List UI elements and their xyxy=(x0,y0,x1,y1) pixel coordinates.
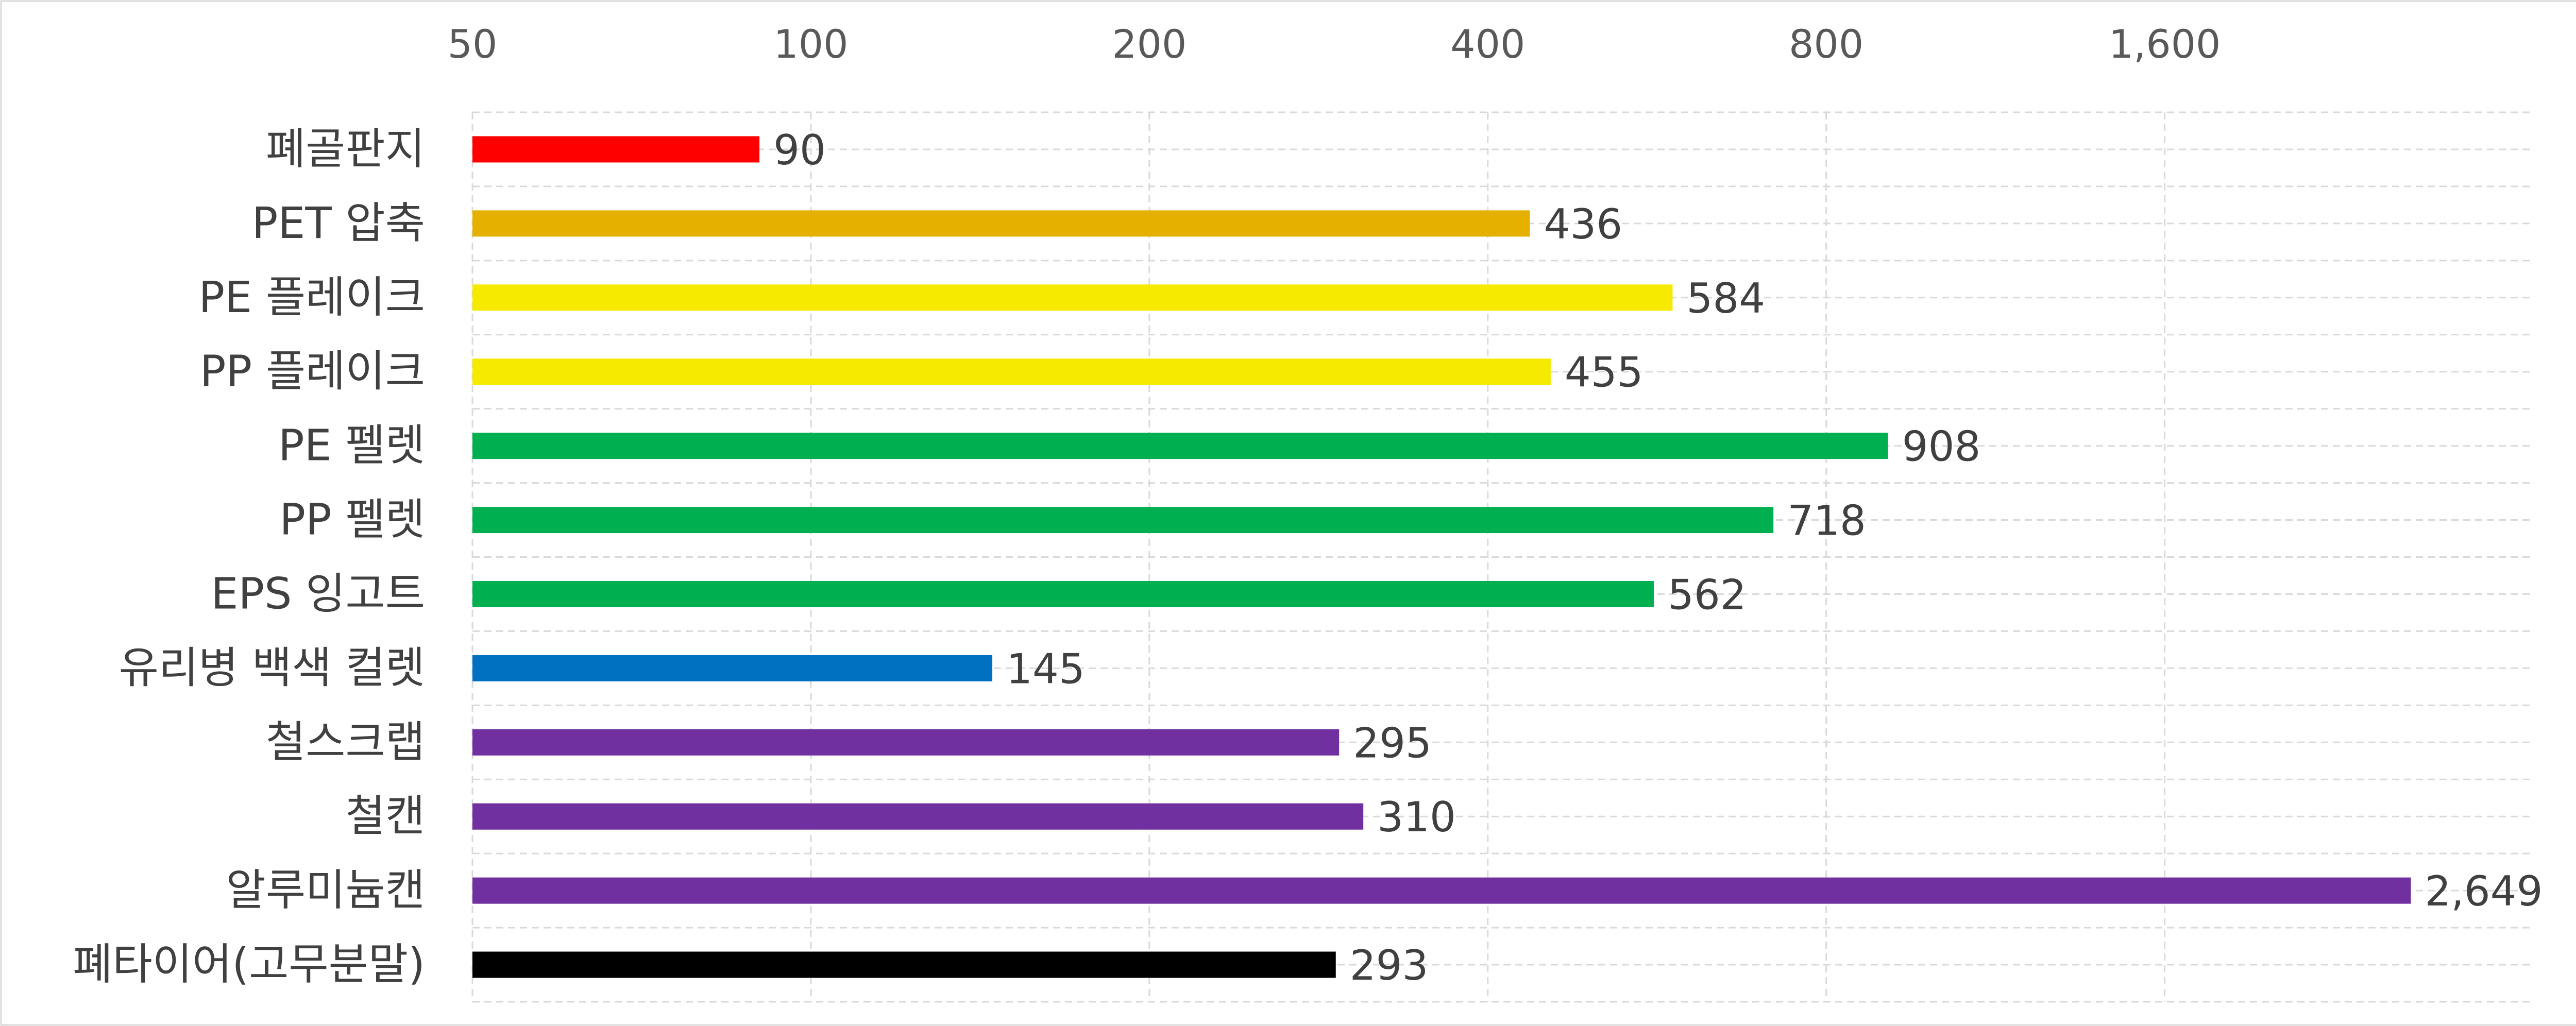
category-label: 철스크랩 xyxy=(266,716,425,767)
data-label: 908 xyxy=(1902,423,1981,471)
grid-lines xyxy=(471,111,2533,1003)
data-label: 562 xyxy=(1668,571,1747,619)
bar xyxy=(472,507,1774,534)
data-label: 455 xyxy=(1565,349,1643,397)
category-labels: 폐골판지 PET 압축 PE 플레이크 PP 플레이크 PE 펠렛 PP 펠렛 EPS 잉고… xyxy=(73,124,425,989)
data-label: 295 xyxy=(1353,719,1432,767)
category-label: 철캔 xyxy=(345,791,425,841)
bar xyxy=(472,580,1654,607)
bar xyxy=(472,877,2411,904)
bar xyxy=(472,136,760,163)
data-label: 293 xyxy=(1350,942,1429,989)
bar xyxy=(472,729,1340,756)
data-label: 90 xyxy=(773,126,826,174)
bar xyxy=(472,284,1673,311)
data-label: 718 xyxy=(1787,497,1866,545)
category-label: EPS 잉고트 xyxy=(211,568,425,619)
data-labels: 90 436 584 455 908 718 562 145 295 310 2,649 293 xyxy=(773,126,2543,989)
x-tick-label: 800 xyxy=(1789,21,1863,67)
x-tick-label: 100 xyxy=(773,21,848,67)
bar xyxy=(472,951,1336,978)
data-label: 584 xyxy=(1686,275,1765,322)
bars xyxy=(472,136,2411,978)
category-label: PP 플레이크 xyxy=(200,346,425,397)
data-label: 310 xyxy=(1377,793,1456,841)
category-label: PET 압축 xyxy=(252,198,425,248)
bar xyxy=(472,358,1551,385)
bar xyxy=(472,655,993,681)
data-label: 145 xyxy=(1006,645,1085,693)
x-tick-label: 400 xyxy=(1450,21,1525,67)
category-label: PE 펠렛 xyxy=(278,420,425,471)
category-label: 폐골판지 xyxy=(266,124,425,174)
category-label: 폐타이어(고무분말) xyxy=(73,939,425,989)
x-tick-label: 50 xyxy=(448,21,498,67)
bar xyxy=(472,433,1888,459)
data-label: 436 xyxy=(1544,200,1622,248)
bar xyxy=(472,210,1530,237)
category-label: 알루미늄캔 xyxy=(226,865,425,915)
category-label: 유리병 백색 컬렛 xyxy=(119,642,425,693)
category-label: PE 플레이크 xyxy=(198,272,425,322)
category-label: PP 펠렛 xyxy=(279,494,425,545)
x-axis-ticks: 50 100 200 400 800 1,600 xyxy=(448,21,2221,67)
data-label: 2,649 xyxy=(2425,867,2543,915)
bar xyxy=(472,803,1364,830)
x-tick-label: 1,600 xyxy=(2109,21,2221,67)
x-tick-label: 200 xyxy=(1112,21,1187,67)
